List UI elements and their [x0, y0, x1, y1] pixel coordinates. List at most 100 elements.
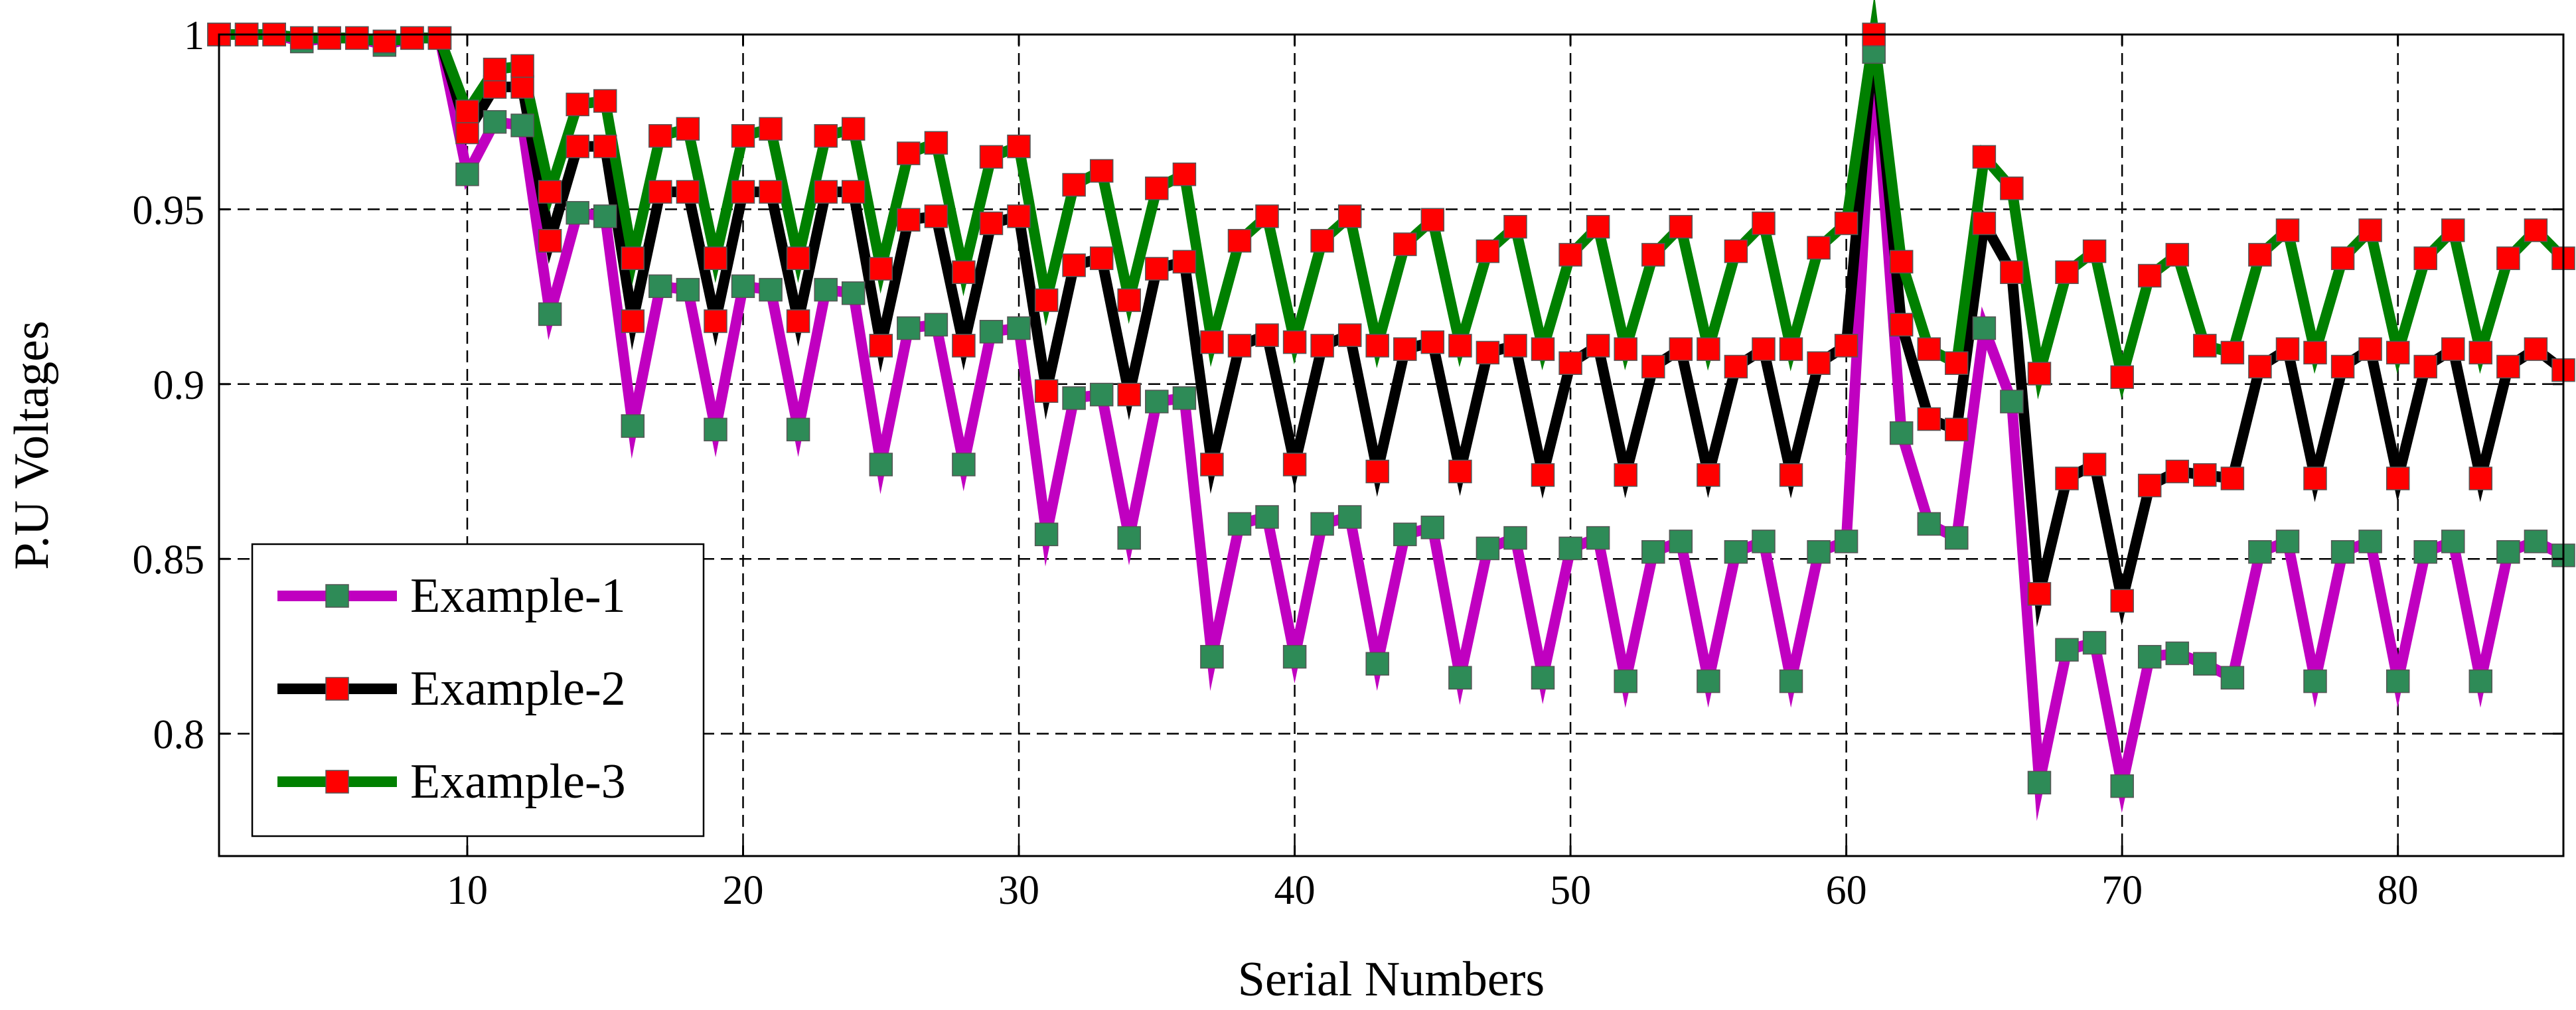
y-tick-label-0.85: 0.85	[133, 538, 205, 583]
data-point-example-2-71	[2137, 473, 2162, 498]
x-tick-label-30: 30	[998, 868, 1039, 913]
data-point-example-3-26	[897, 141, 921, 165]
data-point-example-2-51	[1586, 334, 1610, 358]
data-point-example-3-42	[1337, 204, 1362, 228]
data-point-example-2-60	[1834, 334, 1858, 358]
x-tick-label-20: 20	[723, 868, 764, 913]
data-point-example-1-46	[1448, 666, 1472, 690]
data-point-example-1-35	[1145, 390, 1169, 413]
data-point-example-1-33	[1089, 382, 1114, 407]
data-point-example-1-31	[1034, 522, 1059, 547]
data-point-example-1-17	[648, 274, 672, 299]
legend-items: Example-1 Example-2 Example-3	[277, 569, 626, 809]
data-point-example-3-46	[1448, 334, 1472, 358]
data-point-example-1-81	[2413, 540, 2437, 564]
data-point-example-2-29	[979, 211, 1004, 236]
data-point-example-1-68	[2055, 638, 2079, 662]
data-point-example-3-62	[1889, 250, 1914, 274]
data-point-example-3-12	[510, 54, 534, 78]
data-point-example-3-59	[1807, 236, 1831, 260]
data-point-example-2-56	[1724, 354, 1748, 379]
data-point-example-2-80	[2386, 467, 2410, 490]
data-point-example-3-45	[1420, 208, 1445, 232]
data-point-example-1-10	[455, 162, 479, 186]
data-point-example-1-43	[1365, 652, 1389, 676]
data-point-example-2-43	[1365, 459, 1389, 484]
data-point-example-2-44	[1393, 337, 1417, 361]
data-point-example-3-14	[566, 92, 589, 117]
data-point-example-2-45	[1420, 330, 1445, 354]
data-point-example-3-75	[2248, 243, 2272, 267]
data-point-example-3-64	[1945, 351, 1969, 375]
data-point-example-2-22	[786, 309, 810, 333]
data-point-example-2-85	[2524, 337, 2548, 361]
y-tick-label-1: 1	[184, 13, 204, 58]
data-point-example-3-20	[731, 124, 755, 148]
legend-marker-example-2	[325, 677, 349, 701]
x-tick-label-40: 40	[1274, 868, 1316, 913]
data-point-example-2-39	[1255, 323, 1279, 347]
data-point-example-1-75	[2248, 540, 2272, 564]
data-point-example-3-58	[1779, 337, 1803, 361]
data-point-example-1-13	[538, 302, 562, 326]
data-point-example-1-49	[1531, 666, 1555, 690]
data-point-example-3-4	[289, 26, 314, 50]
data-point-example-2-35	[1145, 257, 1169, 281]
x-axis-label: Serial Numbers	[1238, 952, 1545, 1007]
y-tick-label-0.9: 0.9	[153, 363, 205, 408]
data-point-example-1-58	[1779, 669, 1803, 693]
axis-ticks: 10 20 30 40 50 60 70 80 0.8 0.85 0.9 0.95 1	[133, 13, 2563, 913]
data-point-example-1-51	[1586, 526, 1610, 550]
series-markers-example-3	[207, 23, 2575, 390]
data-point-example-2-30	[1007, 204, 1031, 228]
data-point-example-2-48	[1503, 334, 1527, 358]
data-point-example-3-35	[1145, 177, 1169, 200]
data-point-example-1-15	[593, 204, 617, 228]
data-point-example-2-31	[1034, 379, 1059, 403]
data-point-example-3-55	[1697, 337, 1720, 361]
data-point-example-2-12	[510, 75, 534, 99]
data-point-example-3-8	[400, 26, 424, 50]
data-point-example-2-18	[676, 180, 700, 204]
data-point-example-2-57	[1752, 337, 1776, 361]
data-point-example-1-23	[814, 277, 838, 302]
data-point-example-1-26	[897, 316, 921, 340]
data-point-example-2-25	[869, 334, 893, 358]
data-point-example-1-19	[704, 417, 727, 442]
data-point-example-3-23	[814, 124, 838, 148]
data-point-example-2-16	[621, 309, 645, 333]
data-point-example-3-40	[1282, 330, 1307, 354]
series-markers	[207, 23, 2575, 798]
data-point-example-2-83	[2468, 467, 2493, 490]
data-point-example-1-21	[759, 277, 783, 302]
data-point-example-2-41	[1310, 334, 1334, 358]
data-point-example-3-65	[1972, 145, 1997, 169]
data-point-example-2-24	[841, 180, 866, 204]
data-point-example-2-13	[538, 229, 562, 253]
x-tick-label-10: 10	[447, 868, 488, 913]
data-point-example-1-41	[1310, 512, 1334, 536]
data-point-example-1-28	[952, 453, 976, 476]
data-point-example-3-43	[1365, 334, 1389, 358]
data-point-example-2-63	[1917, 407, 1941, 431]
data-point-example-3-18	[676, 117, 700, 141]
data-point-example-1-16	[621, 414, 645, 438]
data-point-example-3-27	[924, 131, 948, 155]
data-point-example-3-44	[1393, 232, 1417, 256]
data-point-example-3-81	[2413, 246, 2437, 270]
data-point-example-3-67	[2027, 362, 2052, 386]
x-tick-label-70: 70	[2101, 868, 2143, 913]
data-point-example-1-76	[2275, 530, 2300, 553]
data-point-example-2-59	[1807, 351, 1831, 375]
data-point-example-2-27	[924, 204, 948, 228]
data-point-example-1-73	[2193, 652, 2217, 676]
x-tick-label-80: 80	[2378, 868, 2419, 913]
data-point-example-2-28	[952, 334, 976, 358]
data-point-example-2-49	[1531, 463, 1555, 487]
data-point-example-2-66	[2000, 260, 2024, 284]
data-point-example-3-37	[1200, 330, 1224, 354]
data-point-example-3-17	[648, 124, 672, 148]
plot-frame	[218, 33, 2565, 857]
y-tick-label-0.95: 0.95	[133, 188, 205, 233]
